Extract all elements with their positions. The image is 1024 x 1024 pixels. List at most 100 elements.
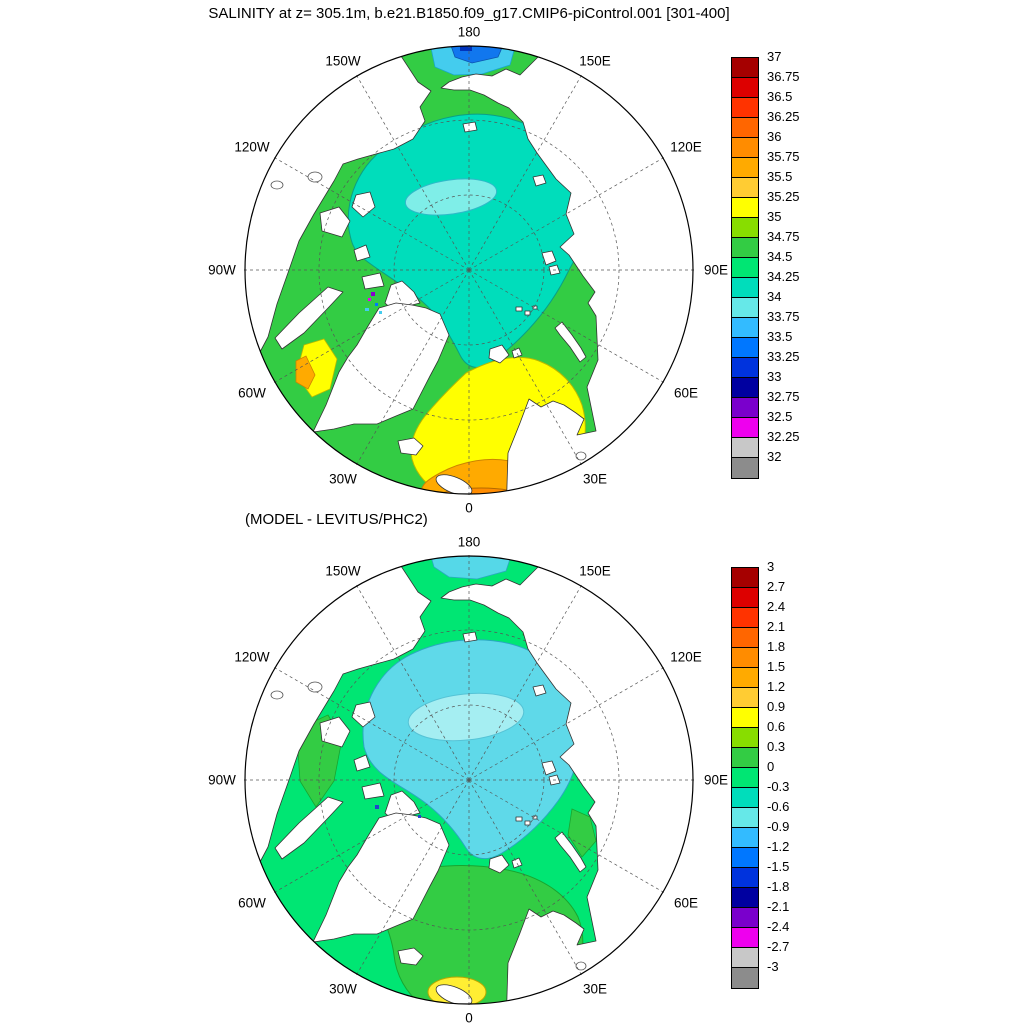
colorbar-tick-label: 2.4 <box>767 599 786 614</box>
colorbar-tick-label: -2.1 <box>767 899 790 914</box>
colorbar-cell <box>732 438 758 458</box>
colorbar-cell <box>732 218 758 238</box>
colorbar-tick-label: 0 <box>767 759 775 774</box>
colorbar-tick-label: -3 <box>767 959 779 974</box>
colorbar-difference: 3 2.7 2.4 2.1 1.8 1.5 1.2 0.9 0.6 0.3 0 -0.3 -0.6 -0.… <box>731 559 789 989</box>
colorbar-tick-label: 3 <box>767 559 775 574</box>
lon-label-120w: 120W <box>234 139 270 155</box>
colorbar-cell <box>732 78 758 98</box>
colorbar-tick-label: 0.3 <box>767 739 786 754</box>
colorbar-tick-label: 33.5 <box>767 329 793 344</box>
colorbar-cell <box>732 158 758 178</box>
colorbar-cell <box>732 788 758 808</box>
lon-label-30e: 30E <box>582 981 608 997</box>
region-central-cool <box>362 639 582 860</box>
colorbar-tick-label: -2.7 <box>767 939 790 954</box>
colorbar-tick-label: 32 <box>767 449 782 464</box>
colorbar-tick-label: 35 <box>767 209 782 224</box>
plot-title-difference: (MODEL - LEVITUS/PHC2) <box>245 511 428 528</box>
plot-title-salinity: SALINITY at z= 305.1m, b.e21.B1850.f09_g… <box>208 5 730 22</box>
colorbar-tick-label: 33 <box>767 369 782 384</box>
colorbar-cell <box>732 178 758 198</box>
lon-label-0: 0 <box>465 500 473 516</box>
region-baffin-orange <box>295 355 316 390</box>
map-salinity: 180 150W 150E 120W 120E 90W 90E 60W 60E … <box>208 25 728 516</box>
colorbar-cell <box>732 908 758 928</box>
colorbar-cell <box>732 358 758 378</box>
map-boundary-circle <box>244 45 694 495</box>
colorbar-cell <box>732 648 758 668</box>
map-difference-svg <box>243 554 695 1006</box>
colorbar-tick-label: 35.75 <box>767 149 800 164</box>
colorbar-tick-label: 35.5 <box>767 169 793 184</box>
colorbar-tick-label: -1.5 <box>767 859 790 874</box>
colorbar-cell <box>732 708 758 728</box>
colorbar-cell <box>732 808 758 828</box>
colorbar-tick-label: 34.75 <box>767 229 800 244</box>
lon-label-120e: 120E <box>670 649 702 665</box>
colorbar-cell <box>732 888 758 908</box>
lon-label-90e: 90E <box>703 262 729 278</box>
colorbar-cell <box>732 398 758 418</box>
colorbar-cell <box>732 238 758 258</box>
colorbar-cell <box>732 748 758 768</box>
colorbar-tick-label: 2.7 <box>767 579 786 594</box>
lon-label-60w: 60W <box>238 895 266 911</box>
colorbar-tick-label: 1.5 <box>767 659 786 674</box>
colorbar-cell <box>732 628 758 648</box>
colorbar-cell <box>732 588 758 608</box>
colorbar-tick-label: 32.25 <box>767 429 800 444</box>
region-bering-navy <box>460 46 472 51</box>
colorbar-tick-label: -0.6 <box>767 799 790 814</box>
colorbar-tick-label: 0.9 <box>767 699 786 714</box>
speck-blue-diff-1 <box>375 805 379 809</box>
colorbar-tick-label: 1.2 <box>767 679 786 694</box>
colorbar-cell <box>732 848 758 868</box>
colorbar-tick-label: 37 <box>767 49 782 64</box>
speck-cyan-2 <box>379 311 382 314</box>
region-fresh-core <box>404 178 498 216</box>
colorbar-cell <box>732 138 758 158</box>
lon-label-180: 180 <box>457 534 481 550</box>
colorbar-tick-label: 32.75 <box>767 389 800 404</box>
lon-label-180: 180 <box>457 24 481 40</box>
colorbar-cell <box>732 278 758 298</box>
lon-label-150w: 150W <box>325 563 361 579</box>
lon-label-120w: 120W <box>234 649 270 665</box>
lon-label-150w: 150W <box>325 53 361 69</box>
colorbar-cells <box>731 567 759 989</box>
colorbar-salinity: 37 36.75 36.5 36.25 36 35.75 35.5 35.25 35 34.75 3… <box>731 49 800 479</box>
colorbar-tick-label: -2.4 <box>767 919 790 934</box>
colorbar-cell <box>732 568 758 588</box>
colorbar-cell <box>732 948 758 968</box>
region-top-cyan <box>429 556 513 580</box>
colorbar-cell <box>732 378 758 398</box>
speck-magenta <box>368 298 371 301</box>
colorbar-cell <box>732 98 758 118</box>
colorbar-cell <box>732 728 758 748</box>
colorbar-tick-label: 36.5 <box>767 89 793 104</box>
lon-label-60w: 60W <box>238 385 266 401</box>
colorbar-tick-label: 36.25 <box>767 109 800 124</box>
colorbar-cell <box>732 258 758 278</box>
map-boundary-circle-diff <box>244 555 694 1005</box>
colorbar-tick-label: 35.25 <box>767 189 800 204</box>
colorbar-tick-label: -0.3 <box>767 779 790 794</box>
lon-label-120e: 120E <box>670 139 702 155</box>
colorbar-cell <box>732 338 758 358</box>
colorbar-tick-label: 34 <box>767 289 782 304</box>
lon-label-30w: 30W <box>329 981 357 997</box>
colorbar-cell <box>732 688 758 708</box>
colorbar-tick-label: -1.8 <box>767 879 790 894</box>
lon-label-90w: 90W <box>208 772 236 788</box>
colorbar-cell <box>732 668 758 688</box>
lon-label-150e: 150E <box>579 563 611 579</box>
region-cool-core <box>407 692 525 742</box>
region-atlantic-deep-orange <box>428 487 534 494</box>
colorbar-cell <box>732 608 758 628</box>
colorbar-tick-label: 1.8 <box>767 639 786 654</box>
colorbar-cell <box>732 768 758 788</box>
lon-label-90e: 90E <box>703 772 729 788</box>
colorbar-tick-label: 2.1 <box>767 619 786 634</box>
